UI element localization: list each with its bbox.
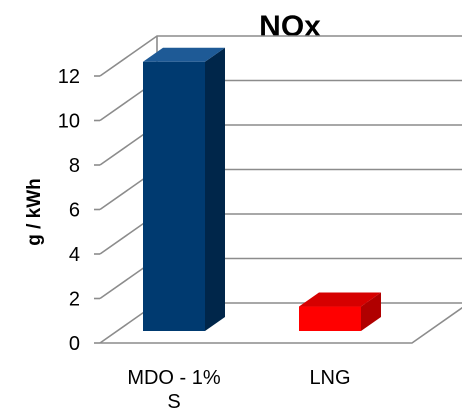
bar: [299, 292, 381, 331]
y-tick-label: 6: [69, 200, 80, 222]
y-tick-label: 0: [69, 333, 80, 355]
y-axis-label: g / kWh: [24, 178, 45, 246]
gridline: [99, 35, 462, 77]
x-axis-ticks: MDO - 1% S LNG: [127, 367, 350, 413]
bar-front: [299, 306, 361, 331]
bar-top: [299, 292, 381, 307]
y-tick-label: 4: [69, 244, 80, 266]
bars: [143, 47, 381, 332]
bar-front: [143, 61, 205, 332]
y-tick-label: 12: [58, 66, 80, 88]
chart-title: NOx: [259, 10, 321, 43]
bar-side: [205, 47, 225, 332]
bar-side: [361, 292, 381, 331]
x-tick-label: LNG: [309, 367, 350, 389]
bar-top: [143, 47, 225, 62]
y-tick-label: 2: [69, 289, 80, 311]
y-tick-label: 10: [58, 111, 80, 133]
bar: [143, 47, 225, 332]
x-tick-label: MDO - 1% S: [127, 367, 221, 413]
y-tick-label: 8: [69, 155, 80, 177]
y-axis-ticks: 0 2 4 6 8 10 12: [58, 66, 100, 355]
